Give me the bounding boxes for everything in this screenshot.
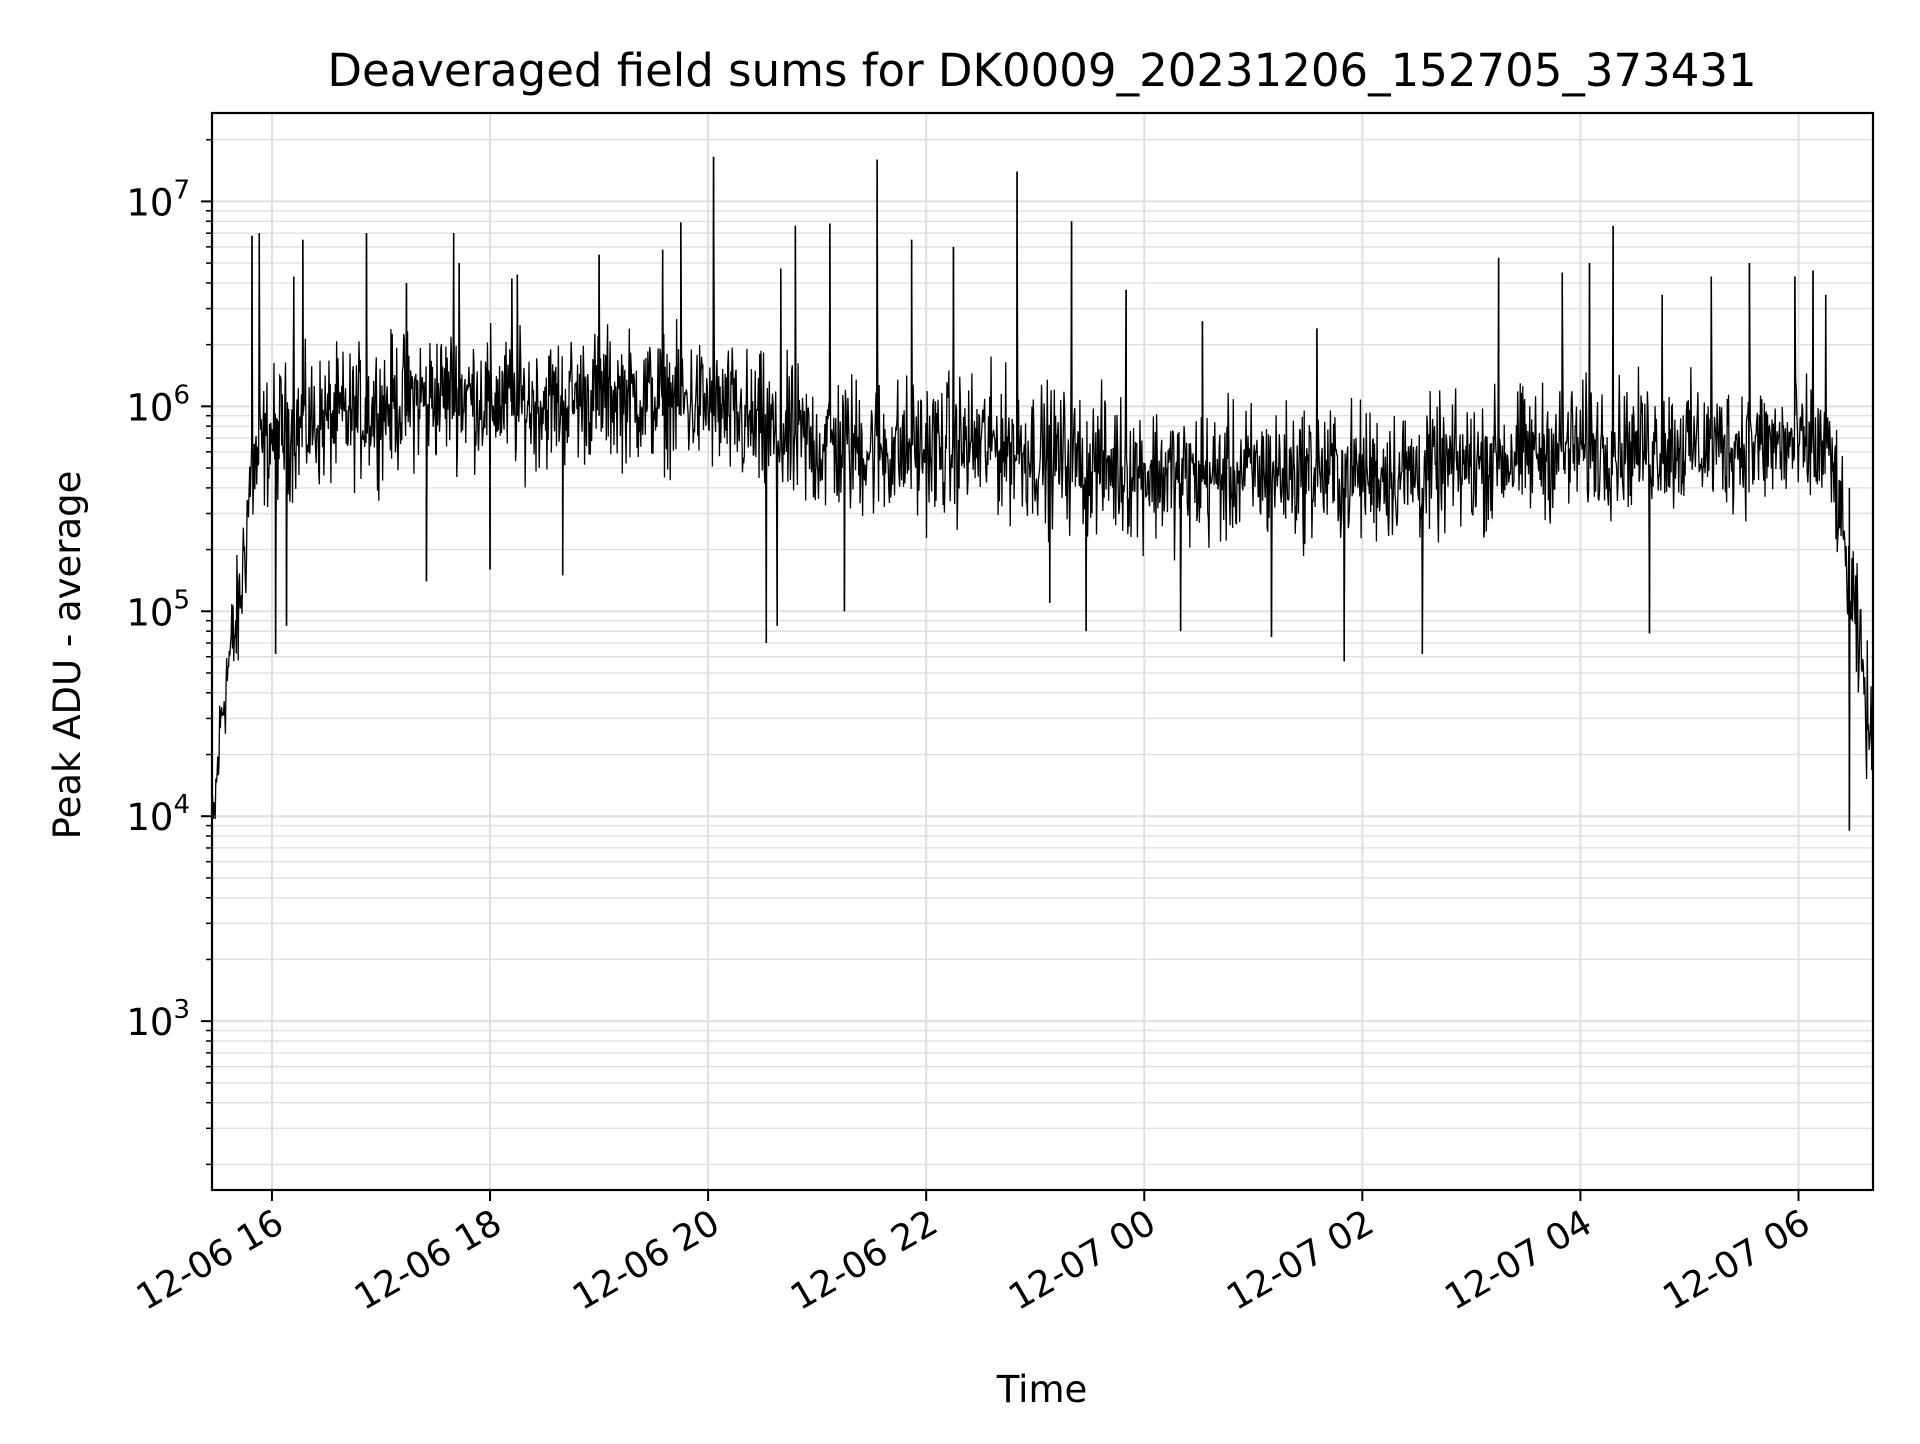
- chart-title: Deaveraged field sums for DK0009_2023120…: [327, 44, 1756, 97]
- series-line: [211, 156, 1874, 847]
- y-tick-label: 105: [126, 585, 190, 634]
- plot-frame: [210, 111, 1875, 1192]
- y-axis-label: Peak ADU - average: [46, 471, 89, 840]
- y-tick-label: 107: [126, 175, 190, 224]
- grid-lines: [212, 113, 1873, 1190]
- plot-area: [211, 156, 1874, 847]
- x-axis-label: Time: [996, 1368, 1088, 1411]
- y-tick-label: 103: [126, 995, 190, 1044]
- y-tick-label: 104: [126, 790, 190, 839]
- y-tick-label: 106: [126, 380, 190, 429]
